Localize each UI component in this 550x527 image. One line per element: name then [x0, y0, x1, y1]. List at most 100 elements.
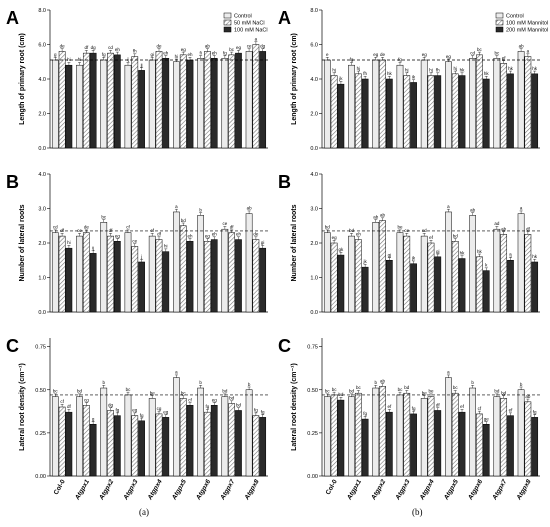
significance-label: df	[84, 45, 89, 50]
legend-swatch	[495, 12, 504, 19]
bar	[228, 403, 236, 477]
x-category-label: Atgpx2	[370, 478, 388, 502]
bar	[65, 411, 73, 477]
significance-label: bc	[325, 389, 331, 394]
significance-label: eh	[115, 47, 121, 52]
significance-label: bd	[222, 389, 228, 394]
significance-label: gi	[261, 240, 265, 245]
x-category-label: Atgpx1	[345, 478, 363, 502]
significance-label: k	[485, 263, 488, 268]
significance-label: fg	[115, 408, 119, 413]
bar	[396, 232, 404, 313]
x-category-label: Atgpx8	[515, 478, 533, 502]
significance-label: ab	[247, 206, 253, 211]
bar	[245, 51, 253, 149]
significance-label: e	[326, 52, 329, 57]
significance-label: ce	[77, 228, 82, 233]
bar	[197, 215, 204, 313]
significance-label: a	[520, 206, 523, 211]
significance-label: fg	[398, 57, 402, 62]
significance-label: gj	[388, 252, 392, 257]
bar	[507, 415, 514, 477]
significance-label: eg	[163, 409, 169, 414]
x-category-label: Atgpx3	[394, 478, 412, 502]
bar	[58, 406, 66, 477]
significance-label: cd	[108, 45, 113, 50]
bar	[379, 386, 386, 477]
bar	[131, 415, 139, 477]
significance-label: b	[248, 382, 251, 387]
bar	[493, 228, 501, 313]
bar	[173, 61, 180, 149]
legend-label: 100 mM NaCl	[234, 28, 268, 34]
significance-label: eg	[132, 408, 138, 413]
bar	[89, 424, 97, 477]
bar	[361, 78, 369, 149]
significance-label: fj	[509, 252, 511, 257]
significance-label: fg	[533, 409, 537, 414]
x-category-label: Atgpx7	[491, 478, 509, 502]
bar	[531, 261, 539, 313]
significance-label: a	[447, 204, 450, 209]
y-tick-label: 4.0	[38, 172, 46, 178]
bar	[337, 254, 345, 313]
significance-label: bc	[453, 385, 459, 390]
legend-label: Control	[234, 14, 252, 20]
significance-label: a	[255, 37, 258, 42]
significance-label: bc	[398, 387, 404, 392]
bar	[361, 266, 369, 313]
bar	[100, 59, 108, 149]
bar	[524, 56, 532, 149]
bar	[500, 63, 508, 149]
chart-b-B: B Number of lateral roots 0.0 1.0 2.0 3.0 4.0 b…	[278, 172, 540, 316]
bar	[434, 75, 442, 149]
significance-label: dg	[260, 43, 266, 48]
bar	[107, 410, 114, 477]
legend-swatch	[223, 12, 232, 19]
bar	[235, 52, 242, 149]
significance-label: jk	[338, 76, 343, 81]
significance-label: bd	[349, 389, 355, 394]
y-axis-label: Number of lateral roots	[291, 204, 298, 281]
bar	[517, 389, 525, 477]
significance-label: cf	[188, 397, 192, 402]
bar	[179, 225, 187, 313]
bar	[138, 70, 145, 149]
y-tick-label: 0.00	[307, 474, 318, 480]
significance-label: fg	[363, 411, 367, 416]
bar	[354, 239, 362, 313]
bar	[82, 232, 90, 313]
significance-label: g	[54, 52, 57, 57]
bar	[396, 394, 404, 477]
bar	[517, 213, 525, 313]
significance-label: bd	[349, 228, 355, 233]
significance-label: fh	[133, 49, 137, 54]
bar	[82, 52, 90, 149]
bar	[124, 232, 132, 313]
significance-label: bd	[236, 402, 242, 407]
bar	[204, 411, 211, 477]
bar	[445, 377, 452, 477]
x-category-label: Atgpx1	[73, 478, 91, 502]
bar	[210, 239, 218, 313]
significance-label: b	[374, 380, 377, 385]
significance-label: bd	[338, 392, 344, 397]
bar	[379, 220, 386, 313]
bar	[386, 78, 393, 149]
y-tick-label: 0.0	[310, 146, 318, 152]
bar	[469, 387, 476, 477]
bar	[228, 232, 236, 313]
significance-label: jk	[411, 256, 416, 261]
significance-label: ab	[373, 214, 379, 219]
bar	[252, 415, 260, 477]
significance-label: b	[520, 382, 523, 387]
significance-label: bc	[494, 50, 500, 55]
bar	[197, 387, 204, 477]
y-tick-label: 6.0	[310, 43, 318, 49]
y-tick-label: 3.0	[310, 207, 318, 213]
significance-label: ab	[470, 207, 476, 212]
significance-label: cd	[470, 50, 475, 55]
bar	[482, 270, 490, 313]
bar	[458, 258, 466, 313]
